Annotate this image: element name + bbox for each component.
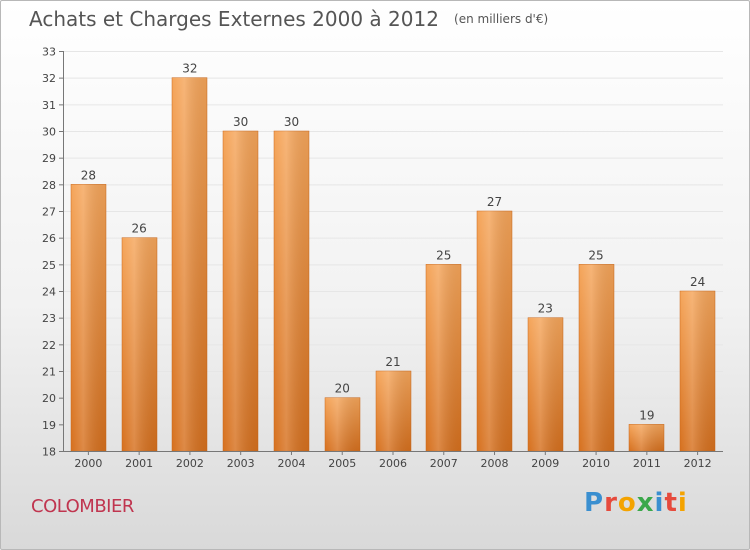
y-tick-label: 22 <box>42 339 56 352</box>
bar-shine <box>71 184 106 452</box>
y-tick-label: 30 <box>42 126 56 139</box>
bar-value-label: 20 <box>335 382 350 396</box>
logo-letter: P <box>584 488 605 518</box>
x-tick-label: 2003 <box>227 457 255 470</box>
title-row: Achats et Charges Externes 2000 à 2012 (… <box>29 7 548 31</box>
x-tick-label: 2012 <box>684 457 712 470</box>
bar-value-label: 24 <box>690 275 705 289</box>
y-tick-label: 26 <box>42 232 56 245</box>
x-tick-label: 2010 <box>582 457 610 470</box>
bar-value-label: 21 <box>385 355 400 369</box>
chart-subtitle: (en milliers d'€) <box>454 12 549 26</box>
x-tick-label: 2000 <box>74 457 102 470</box>
y-tick-label: 21 <box>42 366 56 379</box>
bar-value-label: 30 <box>233 115 248 129</box>
x-tick-label: 2009 <box>531 457 559 470</box>
y-tick-label: 29 <box>42 152 56 165</box>
bar-shine <box>172 77 207 452</box>
commune-name: COLOMBIER <box>31 496 134 517</box>
bar-value-label: 28 <box>81 168 96 182</box>
y-tick-label: 18 <box>42 446 56 459</box>
chart-title: Achats et Charges Externes 2000 à 2012 <box>29 7 439 31</box>
y-tick-label: 25 <box>42 259 56 272</box>
bar-value-label: 27 <box>487 195 502 209</box>
axes: 18 19 20 21 22 23 24 25 26 27 28 29 30 31 32 33 2000 2001… <box>42 46 723 470</box>
bar-shine <box>274 131 309 451</box>
y-tick-label: 32 <box>42 72 56 85</box>
bar-shine <box>325 397 360 451</box>
y-tick-label: 23 <box>42 312 56 325</box>
bar-shine <box>376 371 411 451</box>
y-tick-label: 31 <box>42 99 56 112</box>
y-tick-label: 20 <box>42 392 56 405</box>
logo-letter: i <box>677 488 688 518</box>
y-tick-label: 33 <box>42 46 56 59</box>
x-tick-label: 2011 <box>633 457 661 470</box>
logo-letter: t <box>664 488 678 518</box>
bar-value-label: 32 <box>182 62 197 76</box>
logo-letter: i <box>654 488 665 518</box>
x-tick-label: 2007 <box>430 457 458 470</box>
y-tick-label: 28 <box>42 179 56 192</box>
x-tick-label: 2005 <box>328 457 356 470</box>
bar-value-label: 25 <box>588 248 603 262</box>
bar-shine <box>579 264 614 451</box>
logo-letter: r <box>604 488 618 518</box>
y-tick-label: 27 <box>42 206 56 219</box>
bar-value-label: 25 <box>436 248 451 262</box>
bar-shine <box>528 317 563 451</box>
x-tick-label: 2002 <box>176 457 204 470</box>
bar-shine <box>426 264 461 451</box>
bar-shine <box>122 237 157 451</box>
bar-shine <box>477 211 512 451</box>
bar-value-label: 26 <box>132 222 147 236</box>
bars: 28 26 32 30 30 20 21 25 27 23 25 19 24 <box>70 62 716 452</box>
bar-shine <box>680 291 715 451</box>
logo-letter: o <box>617 488 637 518</box>
logo-letter: x <box>636 488 655 518</box>
y-tick-label: 24 <box>42 286 56 299</box>
x-tick-label: 2004 <box>277 457 305 470</box>
x-tick-label: 2008 <box>481 457 509 470</box>
proxiti-logo: Proxiti <box>584 488 688 518</box>
y-tick-label: 19 <box>42 419 56 432</box>
bar-shine <box>629 424 664 451</box>
x-tick-label: 2001 <box>125 457 153 470</box>
bar-shine <box>223 131 258 451</box>
x-tick-label: 2006 <box>379 457 407 470</box>
bar-value-label: 23 <box>538 302 553 316</box>
bar-value-label: 30 <box>284 115 299 129</box>
bar-value-label: 19 <box>639 408 654 422</box>
